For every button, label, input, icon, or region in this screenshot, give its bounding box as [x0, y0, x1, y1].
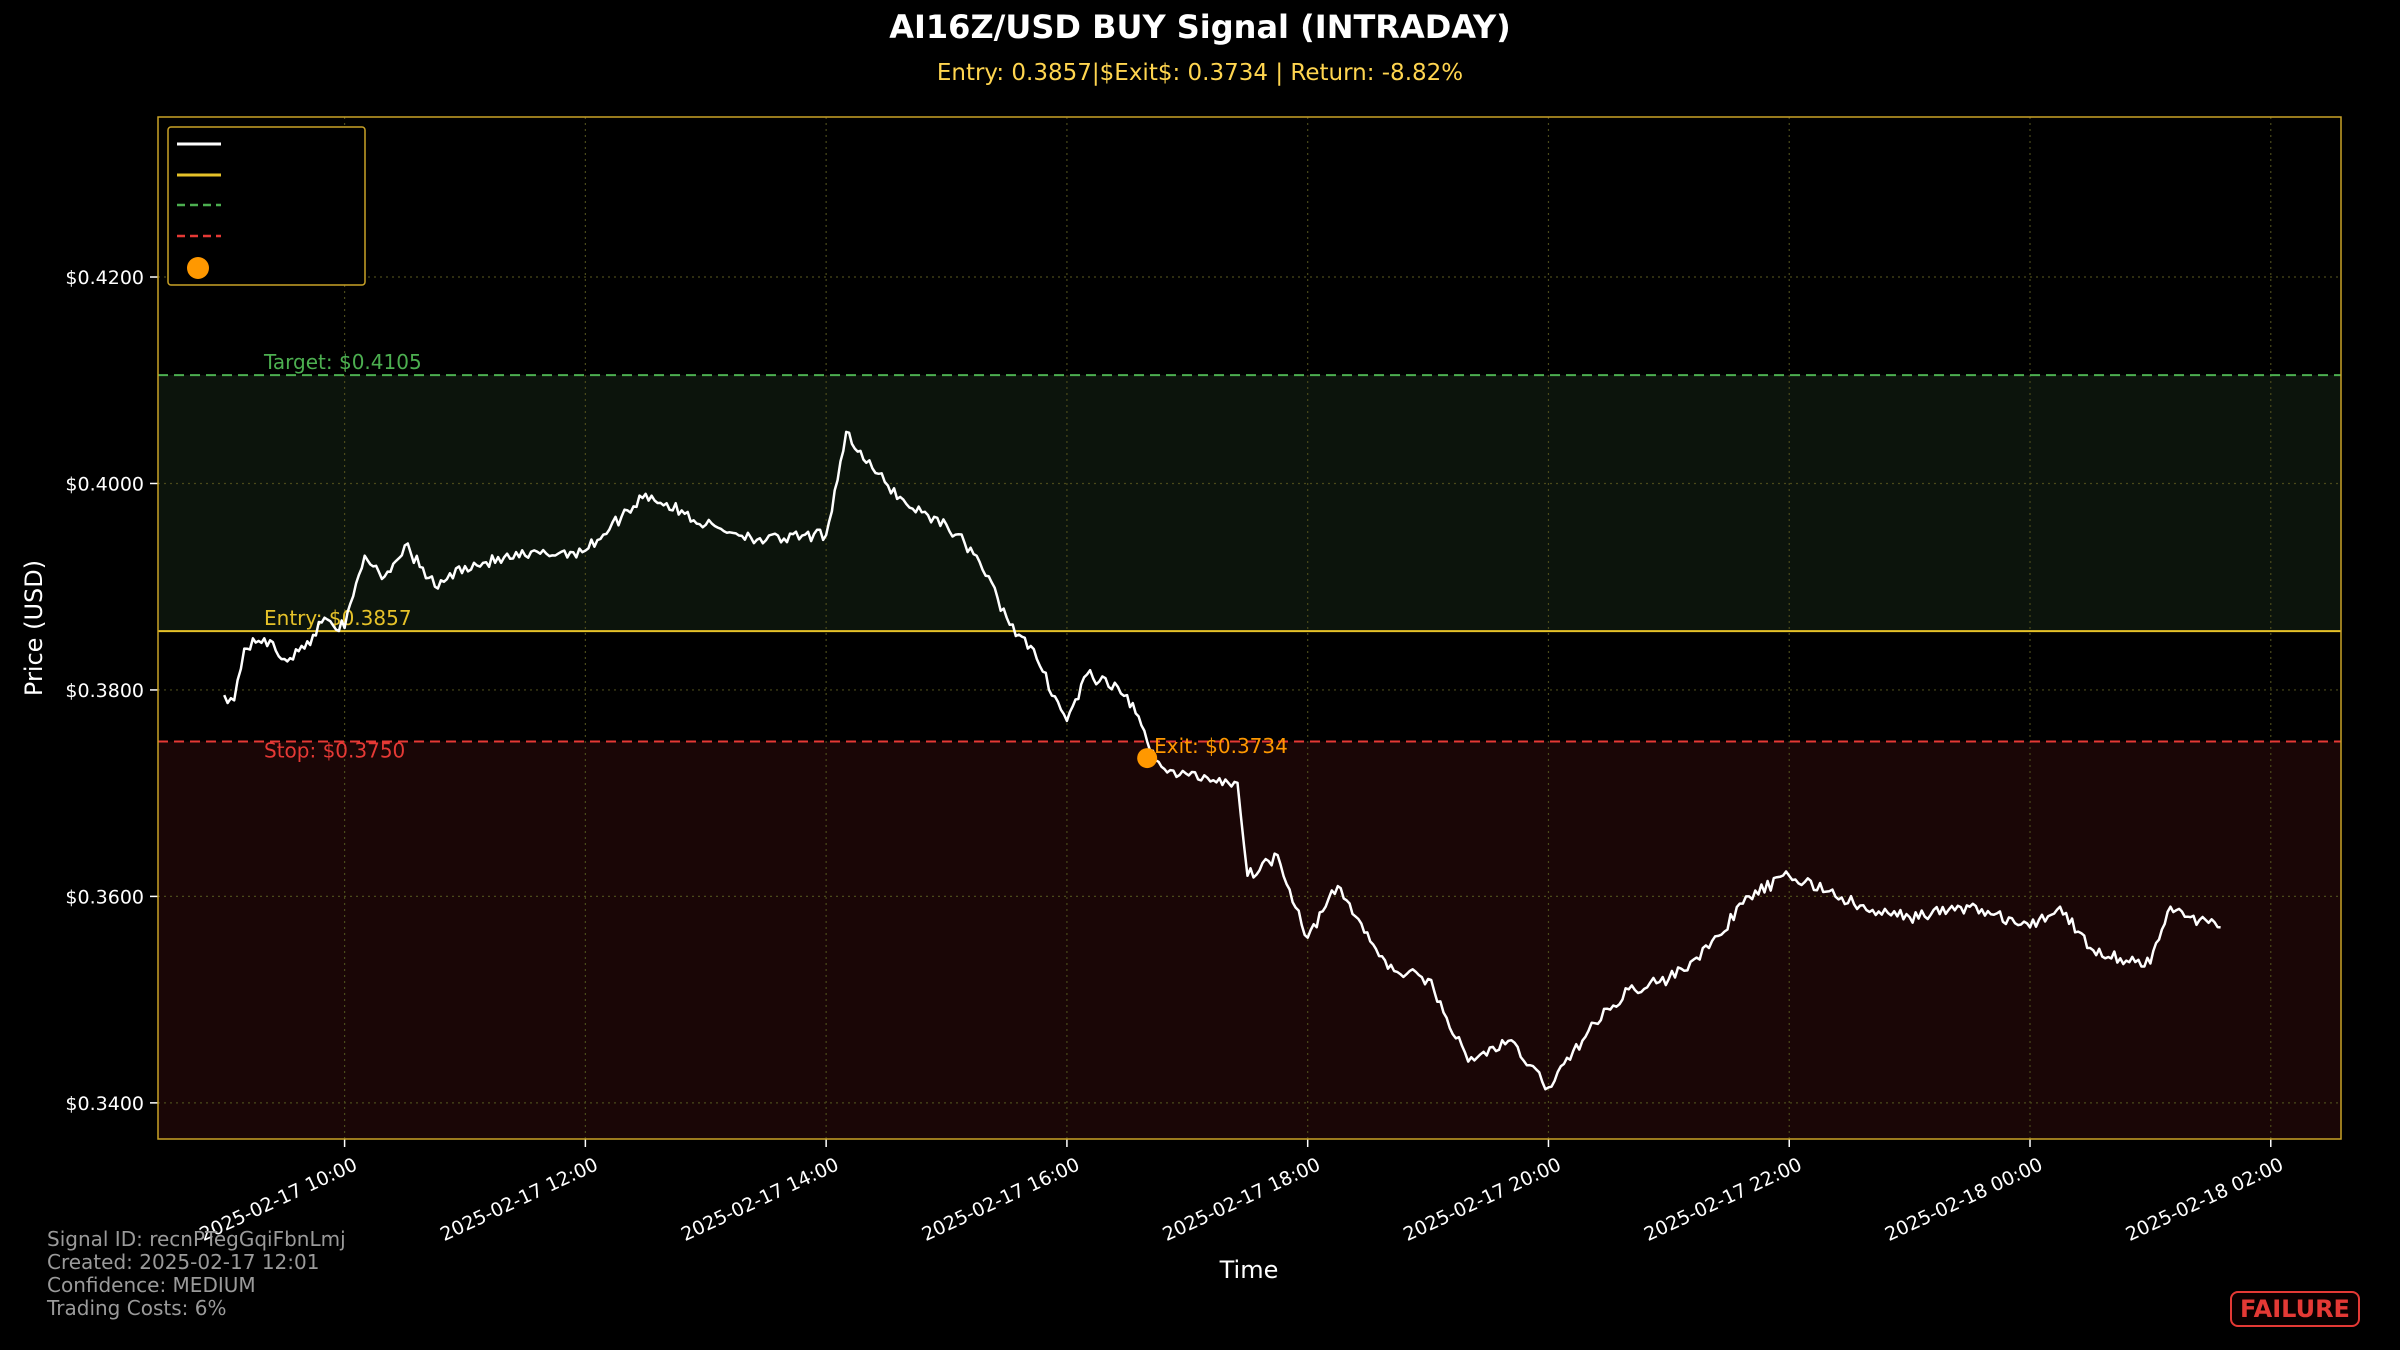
x-tick-label-5: 2025-02-17 20:00 — [1400, 1154, 1564, 1246]
chart-subtitle: Entry: 0.3857|$Exit$: 0.3734 | Return: -… — [937, 60, 1463, 86]
chart-title: AI16Z/USD BUY Signal (INTRADAY) — [889, 8, 1511, 46]
x-tick-label-7: 2025-02-18 00:00 — [1882, 1154, 2046, 1246]
stop-zone — [158, 741, 2341, 1139]
plot-frame — [157, 116, 2342, 1140]
legend-box — [167, 126, 366, 286]
signal-info: Signal ID: recnPTegGqiFbnLmj Created: 20… — [47, 1228, 346, 1320]
entry-label: Entry: $0.3857 — [264, 606, 412, 630]
trading-costs: Trading Costs: 6% — [47, 1296, 227, 1320]
y-axis-ticks: $0.3400 $0.3600 $0.3800 $0.4000 $0.4200 — [65, 267, 158, 1115]
stop-label: Stop: $0.3750 — [264, 739, 405, 763]
created-date: Created: 2025-02-17 12:01 — [47, 1250, 320, 1274]
status-badge: FAILURE — [2230, 1291, 2360, 1327]
y-tick-label-4: $0.4200 — [65, 267, 144, 289]
target-zone — [158, 375, 2341, 632]
x-tick-label-1: 2025-02-17 12:00 — [437, 1154, 601, 1246]
x-axis-label: Time — [1219, 1256, 1279, 1284]
x-tick-label-2: 2025-02-17 14:00 — [678, 1154, 842, 1246]
y-tick-label-1: $0.3600 — [65, 886, 144, 908]
target-label: Target: $0.4105 — [263, 350, 422, 374]
y-tick-label-0: $0.3400 — [65, 1093, 144, 1115]
signal-id: Signal ID: recnPTegGqiFbnLmj — [47, 1227, 346, 1251]
price-series-line — [223, 430, 2221, 1091]
exit-label: Exit: $0.3734 — [1154, 734, 1288, 758]
legend-exit-swatch — [187, 257, 209, 279]
x-tick-label-4: 2025-02-17 18:00 — [1159, 1154, 1323, 1246]
x-tick-label-3: 2025-02-17 16:00 — [919, 1154, 1083, 1246]
grid-lines — [158, 117, 2341, 1139]
exit-marker — [1137, 748, 1158, 769]
x-axis-ticks: 2025-02-17 10:00 2025-02-17 12:00 2025-02-… — [196, 1139, 2287, 1246]
x-tick-label-6: 2025-02-17 22:00 — [1641, 1154, 1805, 1246]
confidence: Confidence: MEDIUM — [47, 1273, 256, 1297]
y-tick-label-2: $0.3800 — [65, 680, 144, 702]
y-tick-label-3: $0.4000 — [65, 473, 144, 495]
x-tick-label-8: 2025-02-18 02:00 — [2122, 1154, 2286, 1246]
y-axis-label: Price (USD) — [20, 560, 48, 696]
legend — [167, 126, 366, 286]
